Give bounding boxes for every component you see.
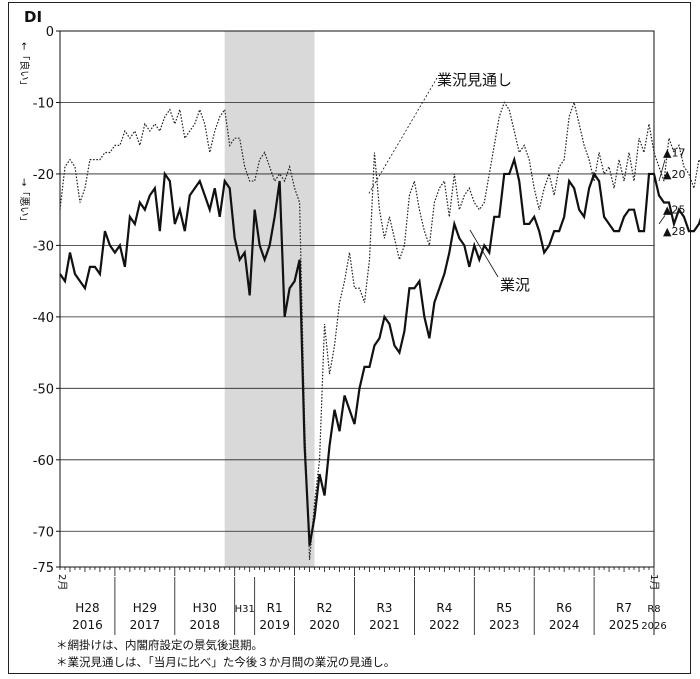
period-year-label: 2024 <box>549 618 580 632</box>
period-year-label: 2026 <box>641 621 666 632</box>
y-tick-label: -40 <box>33 311 54 326</box>
grid <box>60 102 654 532</box>
period-year-label: 2020 <box>309 618 340 632</box>
period-labels: H28 2016 H29 2017 H30 2018 H31 R1 2019 R2 2020 R3 20… <box>72 577 667 635</box>
y-axis-label: DI <box>24 8 42 26</box>
period-era-label: R6 <box>556 601 572 615</box>
y-tick-label: -20 <box>33 168 54 183</box>
period-era-label: H28 <box>75 601 99 615</box>
y-ticks: 0 -10 -20 -30 -40 -50 -60 -70 -75 <box>33 25 60 576</box>
x-start-label: 2月 <box>56 574 68 590</box>
y-tick-label: -60 <box>33 454 54 469</box>
y-tick-label: -75 <box>33 561 54 576</box>
period-era-label: H31 <box>235 604 255 615</box>
series-line-gyoukyou-mitooshi <box>59 100 700 560</box>
note-shading: ＊網掛けは、内閣府設定の景気後退期。 <box>56 638 263 652</box>
end-label: ▲28 <box>663 225 685 238</box>
period-era-label: R8 <box>647 604 660 615</box>
y-tick-label: -70 <box>33 525 54 540</box>
period-year-label: 2019 <box>259 618 290 632</box>
period-year-label: 2025 <box>609 618 640 632</box>
period-era-label: R4 <box>436 601 452 615</box>
y-tick-label: -10 <box>33 96 54 111</box>
x-axis <box>59 567 655 576</box>
y-axis-good-label: ←「良い」 <box>18 42 31 90</box>
annotation-business: 業況 <box>500 276 530 294</box>
annotation-leader-forecast <box>367 77 438 196</box>
y-tick-label: 0 <box>46 25 54 40</box>
series-line-gyoukyou <box>59 155 700 546</box>
note-forecast: ＊業況見通しは、「当月に比べ」た今後３か月間の業況の見通し。 <box>56 655 396 669</box>
period-era-label: H30 <box>193 601 217 615</box>
period-year-label: 2017 <box>130 618 161 632</box>
end-label: ▲17 <box>663 146 685 159</box>
period-year-label: 2021 <box>369 618 400 632</box>
period-year-label: 2016 <box>72 618 103 632</box>
period-era-label: R2 <box>317 601 333 615</box>
end-label: ▲20 <box>663 168 685 181</box>
period-era-label: R7 <box>616 601 632 615</box>
plot-border <box>59 30 655 568</box>
period-era-label: R1 <box>267 601 283 615</box>
end-label: ▲25 <box>663 204 685 217</box>
end-arrow <box>658 215 666 225</box>
period-year-label: 2023 <box>489 618 520 632</box>
end-labels: ▲17 ▲20 ▲25 ▲28 <box>658 146 685 238</box>
period-year-label: 2018 <box>189 618 220 632</box>
chart-frame <box>8 2 691 674</box>
annotation-forecast: 業況見通し <box>437 71 512 89</box>
end-arrow <box>658 159 666 182</box>
period-era-label: H29 <box>133 601 157 615</box>
period-year-label: 2022 <box>429 618 460 632</box>
period-era-label: R3 <box>376 601 392 615</box>
y-tick-label: -30 <box>33 239 54 254</box>
annotation-leader-business <box>469 229 499 278</box>
y-tick-label: -50 <box>33 382 54 397</box>
period-era-label: R5 <box>496 601 512 615</box>
y-axis-bad-label: →「悪い」 <box>18 178 30 226</box>
